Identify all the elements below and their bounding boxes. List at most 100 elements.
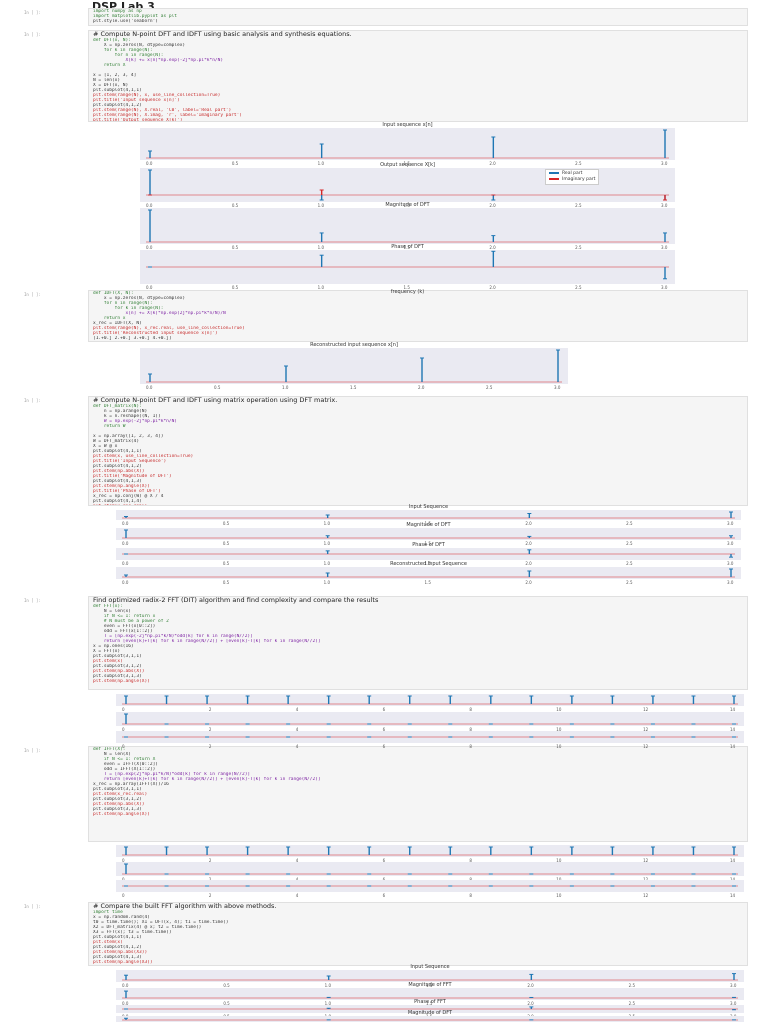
code-line: plt.subplot(3,1,2) [93, 664, 142, 669]
x-tick-label: 6 [383, 877, 386, 882]
code-cell[interactable]: import numpy as np import matplotlib.pypl… [88, 8, 748, 26]
code-line: # N must be a power of 2 [93, 619, 169, 624]
x-tick-label: 2 [208, 893, 212, 898]
code-line: plt.stem(range(N), x_rec.real, use_line_… [93, 326, 245, 331]
x-tick-label: 2.0 [525, 580, 532, 585]
x-tick-label: 2 [208, 744, 212, 749]
code-line: plt.stem(np.abs(X)) [93, 669, 145, 674]
plot-title: Magnitude of DFT [385, 202, 430, 208]
x-tick-label: 1.5 [403, 161, 410, 166]
x-tick-label: 3.0 [661, 245, 668, 250]
code-cell[interactable]: # Compute N-point DFT and IDFT using mat… [88, 396, 748, 506]
code-cell[interactable]: Find optimized radix-2 FFT (DIT) algorit… [88, 596, 748, 690]
code-line: plt.subplot(4,1,2) [93, 945, 142, 950]
code-line: plt.title('Phase of DFT') [93, 489, 161, 494]
x-tick-label: 6 [382, 727, 386, 732]
cell-prompt: In [ ]: [24, 748, 41, 753]
plot-axes [116, 694, 744, 706]
x-tick-label: 2.5 [628, 983, 636, 988]
stem-plot [122, 695, 738, 705]
x-tick-label: 2.5 [626, 561, 633, 566]
code-line: plt.subplot(4,1,3) [93, 479, 142, 484]
x-tick-label: 1.0 [317, 203, 325, 208]
x-tick-label: 2 [208, 858, 212, 863]
legend-entry: Imaginary part [549, 177, 595, 183]
x-tick-label: 2.0 [525, 541, 532, 546]
plot-axes [116, 1016, 744, 1022]
x-tick-label: 3.0 [727, 541, 734, 546]
plot-title: Reconstructed input sequence x[n] [310, 342, 398, 348]
code-line: plt.title('Output sequence X[k]') [93, 118, 183, 122]
code-line: x_rec = np.conj(W) @ X / 4 [93, 494, 164, 499]
x-tick-label: 3.0 [727, 580, 734, 585]
x-tick-label: 3.0 [661, 203, 668, 208]
code-line: even = IFFT(X[0::2]) [93, 762, 159, 767]
code-line: W = DFT_matrix(4) [93, 439, 140, 444]
code-line: plt.subplot(4,1,4) [93, 499, 142, 504]
stem-plot [146, 209, 669, 243]
x-tick-label: 0.0 [146, 245, 153, 250]
legend-swatch [549, 171, 559, 174]
x-tick-label: 1.5 [424, 580, 431, 585]
x-tick-label: 0.0 [122, 561, 129, 566]
stem-plot [122, 549, 735, 558]
code-cell[interactable]: def IFFT(X): N = len(X) if N <= 1: retur… [88, 746, 748, 842]
x-tick-label: 3.0 [661, 285, 668, 290]
code-line: plt.stem(range(N), X.real, 'C0', label='… [93, 108, 232, 113]
stem-plot [122, 1006, 738, 1011]
code-line: plt.stem(x_rec.real) [89, 504, 747, 505]
code-line: return [even[k]+T[k] for k in range(N//2… [93, 777, 321, 782]
x-tick-label: 6 [382, 707, 386, 712]
plot-axes [116, 567, 741, 579]
x-tick-label: 2.0 [527, 983, 534, 988]
x-tick-label: 2.0 [489, 245, 496, 250]
code-line: if N <= 1: return X [93, 757, 156, 762]
code-line: x_rec = IDFT(X, N) [93, 321, 142, 326]
plot-axes [140, 348, 568, 384]
code-line: plt.subplot(3,1,3) [93, 674, 142, 679]
code-line: T = [np.exp(2j*np.pi*k/N)*odd[k] for k i… [93, 772, 251, 777]
stem-plot [146, 129, 669, 159]
x-tick-label: 2.0 [489, 161, 496, 166]
code-line: plt.stem(x) [93, 659, 123, 664]
stem-plot [122, 529, 735, 539]
x-tick-label: 0.5 [223, 1001, 230, 1006]
code-line: plt.title('Input Sequence') [93, 459, 167, 464]
x-tick-label: 8 [469, 744, 472, 749]
code-line: x = np.random.rand(4) [93, 915, 150, 920]
plot-title: Magnitude of FFT [408, 982, 452, 988]
x-tick-label: 3.0 [727, 521, 734, 526]
code-line: for n in range(N): [93, 53, 164, 58]
x-tick-label: 6 [382, 744, 386, 749]
x-tick-label: 2.0 [418, 385, 425, 390]
code-cell[interactable]: # Compute N-point DFT and IDFT using bas… [88, 30, 748, 122]
cell-heading: Find optimized radix-2 FFT (DIT) algorit… [93, 597, 379, 604]
code-line: X = np.zeros(N, dtype=complex) [93, 43, 186, 48]
code-cell[interactable]: def IDFT(X, N): x = np.zeros(N, dtype=co… [88, 290, 748, 342]
code-line: plt.stem(np.angle(X)) [93, 812, 150, 817]
code-line: for n in range(N): [93, 301, 153, 306]
code-line: def FFT(x): [93, 604, 123, 609]
code-line: x_rec = np.array(IFFT(X))/16 [93, 782, 169, 787]
x-tick-label: 0 [122, 707, 125, 712]
x-tick-label: 2.0 [489, 285, 496, 290]
plot-title: Phase of DFT [412, 542, 445, 548]
code-line: plt.title('Reconstructed input sequence … [93, 331, 218, 336]
x-tick-label: 12 [643, 707, 649, 712]
plot-axes [116, 510, 741, 520]
code-line: plt.stem(np.angle(X)) [93, 679, 150, 684]
code-line: plt.stem(np.angle(X3)) [93, 960, 153, 965]
x-tick-label: 2 [208, 707, 212, 712]
x-tick-label: 2.5 [626, 521, 633, 526]
x-tick-label: 1.5 [426, 1001, 433, 1006]
x-tick-label: 12 [643, 727, 649, 732]
stem-plot [122, 863, 738, 875]
legend-label: Real part [562, 171, 583, 176]
code-cell[interactable]: # Compare the built FFT algorithm with a… [88, 902, 748, 966]
code-line: plt.style.use('seaborn') [93, 19, 159, 24]
plot-legend: Real part Imaginary part [545, 169, 600, 185]
stem-plot [146, 349, 562, 383]
x-tick-label: 2.5 [628, 1001, 636, 1006]
x-tick-label: 6 [382, 893, 386, 898]
x-tick-label: 2.5 [575, 285, 582, 290]
